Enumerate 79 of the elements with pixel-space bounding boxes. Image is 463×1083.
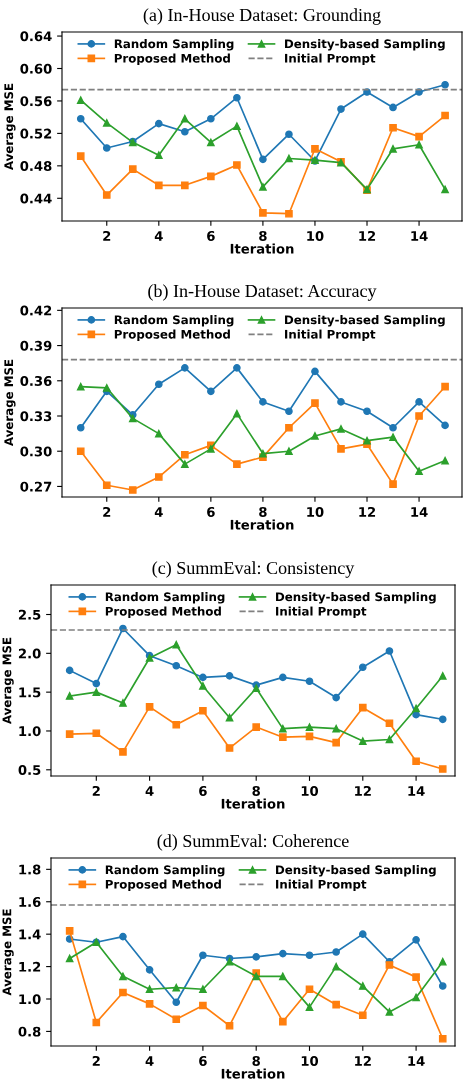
x-tick-label: 2	[103, 506, 111, 517]
x-tick-label: 10	[301, 1055, 319, 1066]
y-axis-title: Average MSE	[4, 359, 16, 446]
x-axis-title: Iteration	[230, 519, 294, 530]
y-tick-label: 0.30	[20, 446, 52, 457]
chart-title: (d) SummEval: Coherence	[157, 834, 349, 851]
x-tick-label: 4	[154, 231, 163, 241]
legend-label: Random Sampling	[105, 592, 225, 604]
legend-label: Initial Prompt	[276, 879, 367, 891]
x-axis-title: Iteration	[221, 1068, 285, 1079]
legend-label: Proposed Method	[105, 606, 221, 618]
legend-label: Density-based Sampling	[276, 865, 436, 877]
legend-label: Initial Prompt	[276, 606, 367, 618]
legend-label: Random Sampling	[114, 315, 234, 327]
x-tick-label: 12	[359, 230, 376, 241]
y-tick-label: 0.56	[20, 96, 52, 107]
y-tick-label: 0.27	[20, 481, 52, 492]
x-tick-label: 8	[252, 1055, 260, 1066]
legend-label: Initial Prompt	[285, 53, 376, 65]
y-tick-label: 0.52	[20, 128, 52, 139]
y-tick-label: 2.5	[18, 609, 41, 620]
x-axis-title: Iteration	[221, 798, 285, 809]
x-tick-label: 14	[408, 1056, 425, 1066]
legend-label: Proposed Method	[114, 53, 230, 65]
y-axis-title: Average MSE	[2, 637, 14, 724]
y-axis-title: Average MSE	[2, 909, 14, 996]
y-tick-label: 0.48	[20, 161, 52, 172]
x-tick-label: 2	[92, 785, 100, 796]
y-tick-label: 0.8	[18, 1026, 41, 1037]
y-tick-label: 1.6	[19, 896, 41, 907]
x-tick-label: 8	[259, 230, 267, 241]
x-tick-label: 10	[301, 785, 319, 796]
x-tick-label: 4	[145, 786, 154, 796]
y-tick-label: 1.2	[19, 961, 41, 972]
y-tick-label: 0.5	[18, 765, 41, 775]
legend-label: Random Sampling	[114, 39, 234, 51]
y-tick-label: 1.0	[19, 726, 41, 737]
x-tick-label: 14	[408, 786, 425, 796]
legend-label: Random Sampling	[105, 865, 225, 877]
x-tick-label: 14	[411, 507, 428, 517]
x-tick-label: 6	[199, 1055, 207, 1066]
y-axis-title: Average MSE	[4, 83, 16, 170]
y-tick-label: 0.42	[20, 305, 52, 316]
y-tick-label: 0.64	[20, 31, 52, 42]
x-tick-label: 6	[207, 230, 215, 241]
legend-label: Initial Prompt	[285, 329, 376, 341]
x-tick-label: 10	[307, 506, 324, 517]
x-tick-label: 10	[307, 230, 324, 241]
x-tick-label: 12	[355, 1055, 371, 1066]
y-tick-label: 0.36	[20, 376, 52, 386]
x-axis-title: Iteration	[230, 243, 294, 254]
x-tick-label: 2	[103, 230, 111, 241]
y-tick-label: 1.5	[19, 687, 41, 698]
x-tick-label: 14	[411, 231, 428, 241]
y-tick-label: 1.0	[19, 994, 41, 1005]
legend-label: Density-based Sampling	[285, 39, 445, 51]
y-tick-label: 1.4	[19, 929, 41, 940]
x-tick-label: 12	[359, 506, 376, 517]
x-tick-label: 4	[154, 507, 163, 517]
chart-title: (a) In-House Dataset: Grounding	[143, 8, 381, 25]
y-tick-label: 1.8	[19, 864, 41, 875]
y-tick-label: 2.0	[18, 648, 41, 659]
legend-label: Density-based Sampling	[285, 315, 445, 327]
y-tick-label: 0.39	[20, 340, 52, 351]
y-tick-label: 0.33	[20, 411, 52, 422]
chart-title: (c) SummEval: Consistency	[152, 561, 355, 578]
x-tick-label: 2	[92, 1055, 100, 1066]
legend-label: Proposed Method	[114, 329, 230, 341]
y-tick-label: 0.60	[20, 63, 52, 74]
y-tick-label: 0.44	[20, 193, 52, 204]
x-tick-label: 4	[145, 1056, 154, 1066]
x-tick-label: 12	[355, 785, 371, 796]
x-tick-label: 8	[252, 785, 260, 796]
x-tick-label: 8	[259, 506, 267, 517]
legend-label: Proposed Method	[105, 879, 221, 891]
x-tick-label: 6	[199, 785, 207, 796]
legend-label: Density-based Sampling	[276, 592, 436, 604]
x-tick-label: 6	[207, 506, 215, 517]
chart-title: (b) In-House Dataset: Accuracy	[148, 284, 377, 301]
